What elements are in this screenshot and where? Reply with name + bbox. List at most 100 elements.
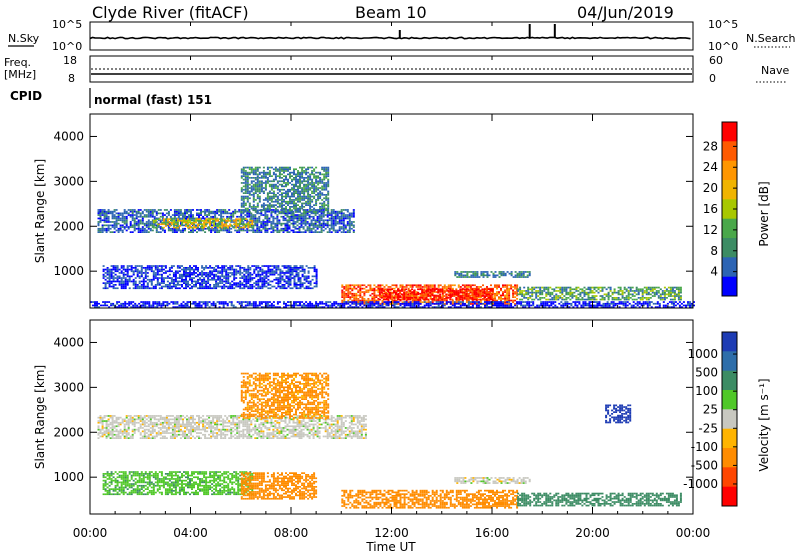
range-cell	[214, 302, 217, 305]
range-cell	[494, 298, 496, 300]
range-cell	[301, 175, 304, 177]
range-cell	[522, 272, 525, 275]
range-cell	[213, 221, 216, 224]
range-cell	[295, 204, 297, 206]
range-cell	[302, 226, 305, 228]
range-cell	[242, 178, 245, 181]
range-cell	[413, 293, 416, 296]
range-cell	[239, 282, 242, 284]
range-cell	[248, 211, 251, 213]
range-cell	[138, 306, 141, 308]
range-cell	[287, 190, 289, 193]
range-cell	[191, 273, 193, 276]
range-cell	[327, 170, 330, 172]
range-cell	[583, 290, 586, 292]
range-cell	[271, 268, 274, 271]
range-cell	[260, 187, 263, 189]
range-cell	[270, 197, 273, 200]
range-cell	[158, 273, 161, 276]
range-cell	[124, 268, 127, 271]
range-cell	[242, 175, 245, 177]
range-cell	[121, 229, 124, 232]
range-cell	[265, 282, 268, 284]
range-cell	[565, 293, 568, 296]
range-cell	[152, 270, 155, 273]
range-cell	[155, 229, 158, 232]
range-cell	[184, 304, 187, 307]
range-cell	[363, 298, 366, 300]
range-cell	[282, 227, 285, 230]
range-cell	[492, 274, 495, 277]
range-cell	[201, 280, 204, 283]
range-cell	[437, 290, 440, 292]
range-cell	[187, 282, 189, 284]
range-cell	[297, 204, 299, 206]
range-cell	[409, 290, 412, 292]
range-cell	[487, 297, 490, 299]
range-cell	[195, 218, 197, 220]
range-cell	[249, 285, 252, 288]
range-cell	[445, 299, 448, 302]
range-cell	[327, 192, 330, 194]
range-cell	[285, 287, 288, 290]
range-cell	[327, 182, 330, 184]
range-cell	[645, 297, 648, 299]
range-cell	[154, 272, 157, 274]
range-cell	[502, 294, 504, 297]
range-cell	[199, 273, 201, 276]
range-cell	[274, 166, 277, 169]
range-cell	[272, 190, 275, 193]
range-cell	[451, 301, 454, 304]
range-cell	[657, 297, 660, 299]
range-cell	[411, 284, 414, 287]
range-cell	[122, 268, 125, 271]
range-cell	[148, 304, 151, 307]
range-cell	[411, 291, 414, 294]
range-cell	[163, 231, 166, 233]
range-cell	[508, 292, 511, 295]
range-cell	[293, 168, 295, 171]
range-cell	[247, 285, 250, 288]
range-cell	[220, 227, 223, 230]
range-cell	[246, 215, 249, 218]
range-cell	[117, 217, 120, 220]
range-cell	[114, 277, 117, 279]
range-cell	[599, 295, 602, 297]
range-cell	[203, 220, 206, 222]
range-cell	[510, 299, 513, 302]
range-cell	[649, 286, 652, 289]
range-cell	[187, 275, 189, 278]
range-cell	[143, 227, 146, 230]
range-cell	[221, 268, 224, 271]
range-cell	[241, 218, 244, 220]
range-cell	[508, 272, 511, 275]
range-cell	[633, 290, 636, 292]
range-cell	[264, 175, 267, 177]
range-cell	[238, 231, 241, 233]
range-cell	[292, 219, 295, 222]
range-cell	[266, 177, 269, 179]
range-cell	[172, 272, 175, 274]
range-cell	[251, 278, 254, 281]
range-cell	[173, 227, 176, 230]
range-cell	[241, 272, 244, 274]
range-cell	[313, 183, 316, 186]
range-cell	[607, 297, 610, 299]
range-cell	[215, 220, 218, 222]
range-cell	[399, 296, 402, 298]
range-cell	[213, 285, 216, 288]
range-cell	[285, 270, 288, 273]
range-cell	[492, 291, 494, 293]
range-cell	[219, 218, 222, 220]
range-cell	[341, 284, 344, 287]
range-cell	[539, 297, 542, 299]
range-cell	[679, 290, 682, 292]
range-cell	[314, 226, 317, 228]
range-cell	[272, 229, 275, 232]
range-cell	[102, 265, 105, 267]
range-cell	[248, 214, 251, 216]
range-cell	[477, 290, 480, 292]
range-cell	[266, 207, 269, 210]
range-cell	[330, 222, 333, 225]
range-cell	[210, 229, 213, 232]
